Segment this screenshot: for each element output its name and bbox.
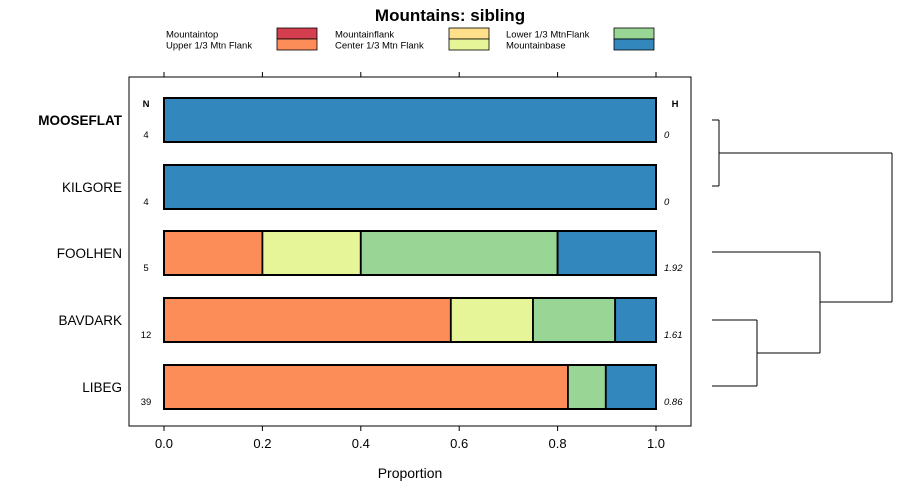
- bar-segment-bavdark-lower-1-3-mtnflank: [532, 297, 617, 343]
- legend-label-lower-1-3-mtnflank: Lower 1/3 MtnFlank: [506, 30, 590, 41]
- bar-segment-libeg-mountainbase: [604, 364, 657, 410]
- bar-segment-kilgore-mountainbase: [163, 164, 657, 210]
- bar-segment-foolhen-upper-1-3-mtn-flank: [163, 230, 264, 276]
- n-value: 12: [141, 330, 152, 341]
- h-column-header: H: [672, 99, 679, 110]
- n-column-header: N: [143, 99, 150, 110]
- bar-segment-bavdark-upper-1-3-mtn-flank: [163, 297, 452, 343]
- bar-segment-libeg-lower-1-3-mtnflank: [567, 364, 607, 410]
- n-value: 39: [141, 397, 152, 408]
- x-tick-label: 0.4: [352, 436, 370, 451]
- h-value: 1.92: [664, 263, 683, 274]
- h-value: 0: [664, 130, 670, 141]
- legend-swatch-mountainbase: [613, 38, 655, 51]
- bar-segment-foolhen-mountainbase: [556, 230, 657, 276]
- legend-swatch-upper-1-3-mtn-flank: [276, 38, 318, 51]
- h-value: 0: [664, 197, 670, 208]
- category-label-foolhen: FOOLHEN: [57, 246, 122, 261]
- bar-outline-libeg: [163, 364, 657, 410]
- legend-label-upper-1-3-mtn-flank: Upper 1/3 Mtn Flank: [166, 41, 252, 52]
- bar-segment-libeg-upper-1-3-mtn-flank: [163, 364, 569, 410]
- dendrogram: [712, 119, 893, 387]
- chart-title: Mountains: sibling: [375, 6, 525, 25]
- x-axis-label: Proportion: [378, 465, 443, 481]
- legend-swatch-mountaintop: [276, 27, 318, 40]
- x-tick-label: 0.2: [253, 436, 271, 451]
- n-value: 4: [143, 197, 148, 208]
- legend-label-mountainbase: Mountainbase: [506, 41, 566, 52]
- bar-segment-foolhen-center-1-3-mtn-flank: [261, 230, 362, 276]
- legend-swatch-mountainflank: [448, 27, 490, 40]
- x-tick-label: 0.6: [450, 436, 468, 451]
- legend-swatch-lower-1-3-mtnflank: [613, 27, 655, 40]
- n-value: 4: [143, 130, 148, 141]
- bar-segment-mooseflat-mountainbase: [163, 97, 657, 143]
- category-label-mooseflat: MOOSEFLAT: [38, 113, 122, 128]
- x-tick-label: 0.8: [549, 436, 567, 451]
- bar-outline-foolhen: [163, 230, 657, 276]
- category-label-libeg: LIBEG: [82, 380, 122, 395]
- bar-segment-bavdark-mountainbase: [614, 297, 657, 343]
- h-value: 1.61: [664, 330, 683, 341]
- bar-outline-bavdark: [163, 297, 657, 343]
- bar-outline-kilgore: [163, 164, 657, 210]
- x-tick-label: 1.0: [647, 436, 665, 451]
- category-label-bavdark: BAVDARK: [58, 313, 122, 328]
- legend-swatch-center-1-3-mtn-flank: [448, 38, 490, 51]
- legend-label-mountainflank: Mountainflank: [335, 30, 394, 41]
- bar-outline-mooseflat: [163, 97, 657, 143]
- plot-panel: 0.0 0.2 0.4 0.6 0.8 1.0 N H MOOSEFLAT 4 0 KILGORE 4 0…: [38, 72, 692, 451]
- legend-label-center-1-3-mtn-flank: Center 1/3 Mtn Flank: [335, 41, 424, 52]
- x-tick-label: 0.0: [155, 436, 173, 451]
- bar-segment-bavdark-center-1-3-mtn-flank: [449, 297, 534, 343]
- legend-label-mountaintop: Mountaintop: [166, 30, 218, 41]
- n-value: 5: [143, 263, 148, 274]
- bar-segment-foolhen-lower-1-3-mtnflank: [359, 230, 559, 276]
- h-value: 0.86: [664, 397, 683, 408]
- plot-frame: [128, 76, 692, 427]
- category-label-kilgore: KILGORE: [62, 180, 122, 195]
